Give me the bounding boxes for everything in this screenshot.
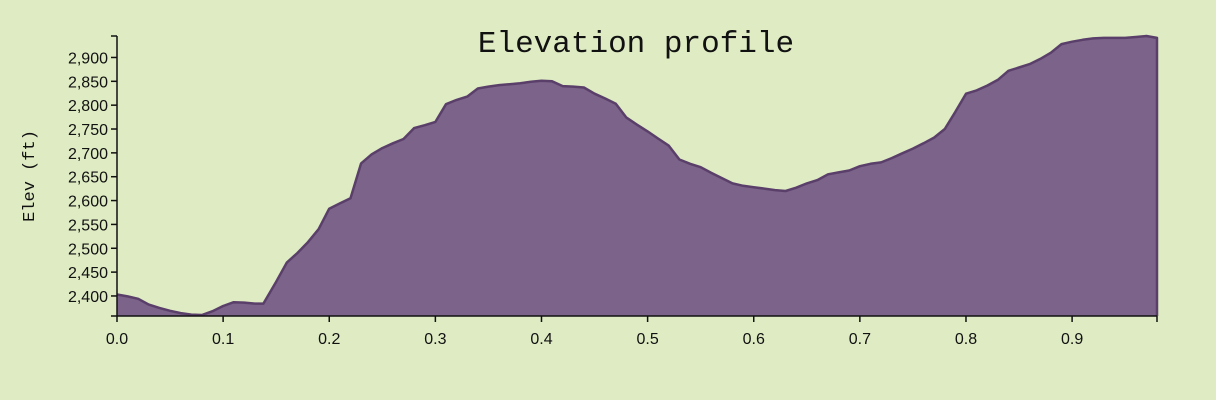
y-tick-label: 2,600 [68, 194, 108, 211]
elevation-area [117, 36, 1157, 316]
x-tick-label: 0.6 [743, 331, 765, 348]
y-tick-label: 2,850 [68, 74, 108, 91]
x-tick-label: 0.4 [530, 331, 552, 348]
y-tick-label: 2,450 [68, 265, 108, 282]
y-tick-label: 2,900 [68, 50, 108, 67]
axis-layer: 2,400 2,450 2,500 2,550 2,600 2,650 2,700 2,750… [68, 35, 1158, 348]
y-tick-label: 2,750 [68, 122, 108, 139]
x-tick-label: 0.0 [106, 331, 128, 348]
x-tick-label: 0.5 [636, 331, 658, 348]
area-layer [116, 34, 1159, 317]
chart-title: Elevation profile [478, 27, 794, 62]
y-tick-label: 2,800 [68, 98, 108, 115]
x-tick-label: 0.7 [849, 331, 871, 348]
y-tick-label: 2,550 [68, 217, 108, 234]
y-tick-label: 2,650 [68, 170, 108, 187]
elevation-line [116, 34, 1159, 317]
x-tick-label: 0.3 [424, 331, 446, 348]
x-tick-label: 0.2 [318, 331, 340, 348]
x-tick-label: 0.8 [955, 331, 977, 348]
y-tick-label: 2,400 [68, 289, 108, 306]
y-axis-label: Elev (ft) [21, 130, 40, 222]
y-tick-label: 2,500 [68, 241, 108, 258]
x-tick-label: 0.1 [212, 331, 234, 348]
y-tick-label: 2,700 [68, 146, 108, 163]
x-tick-label: 0.9 [1061, 331, 1083, 348]
